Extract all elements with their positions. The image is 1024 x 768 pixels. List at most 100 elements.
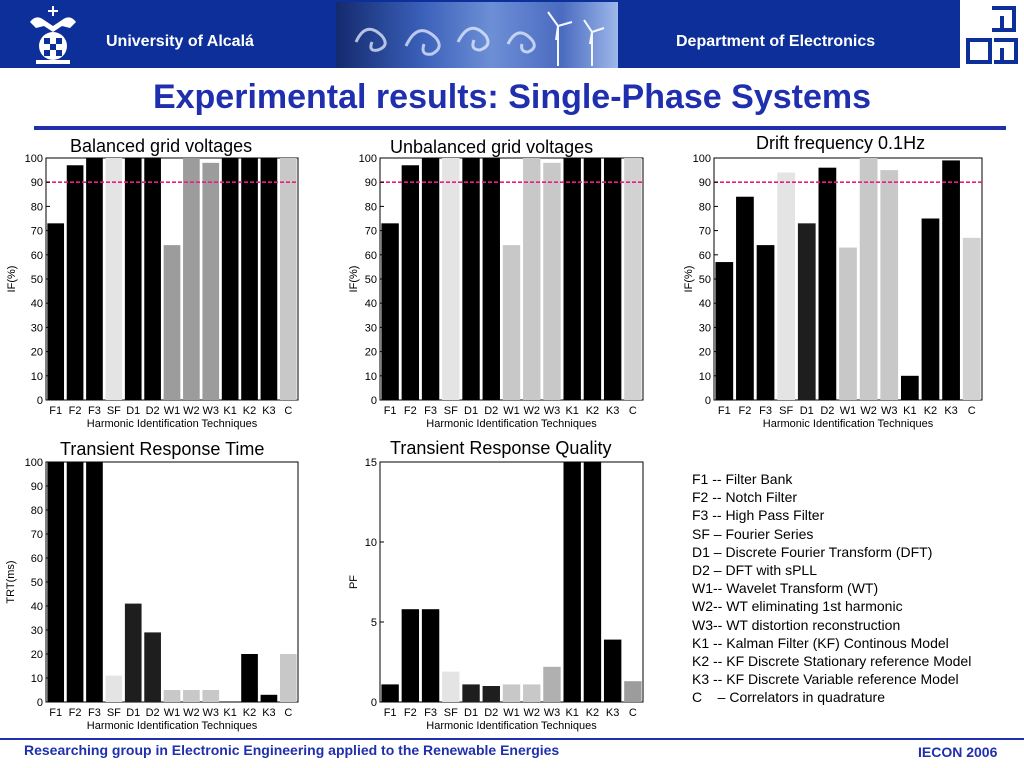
bar-w1 <box>163 245 181 400</box>
x-tick-label-k1: K1 <box>223 707 236 719</box>
x-tick-label-f3: F3 <box>424 707 437 719</box>
y-tick-label: 60 <box>31 553 43 565</box>
y-tick-label: 100 <box>25 153 43 165</box>
header-bar: University of Alcalá Department of Elect… <box>0 0 1024 68</box>
y-tick-label: 20 <box>31 347 43 359</box>
bar-k2 <box>241 654 258 702</box>
bar-d1 <box>797 223 816 400</box>
bar-d1 <box>462 684 480 702</box>
legend-item-sf: SF – Fourier Series <box>692 525 814 542</box>
bar-f3 <box>421 158 440 400</box>
bar-sf <box>777 172 796 400</box>
x-tick-label-k3: K3 <box>262 707 275 719</box>
y-tick-label: 70 <box>31 529 43 541</box>
x-tick-label-c: C <box>284 707 292 719</box>
bar-w1 <box>839 247 857 400</box>
x-tick-label-d2: D2 <box>146 405 160 417</box>
x-tick-label-d2: D2 <box>820 405 834 417</box>
bar-w2 <box>523 684 541 702</box>
header-banner-image <box>336 2 618 68</box>
chart-drift-frequency: 0 10 20 30 40 50 60 70 80 90 100 F1 F2 F3 SF D1 D2 W1 W2 W3… <box>683 153 983 430</box>
bar-f1 <box>381 223 399 400</box>
bar-sf <box>442 158 460 400</box>
bar-d2 <box>482 686 500 702</box>
y-tick-label: 60 <box>31 250 43 262</box>
x-tick-label-sf: SF <box>107 707 121 719</box>
x-tick-label-sf: SF <box>444 405 458 417</box>
bar-w2 <box>183 158 200 400</box>
y-tick-label: 30 <box>365 322 377 334</box>
x-tick-label-k3: K3 <box>262 405 275 417</box>
bar-f2 <box>736 196 754 400</box>
y-tick-label: 70 <box>365 226 377 238</box>
y-tick-label: 0 <box>37 697 43 709</box>
y-tick-label: 50 <box>699 274 711 286</box>
chart-title-trq: Transient Response Quality <box>390 438 612 458</box>
x-tick-label-w2: W2 <box>183 707 200 719</box>
x-tick-label-k3: K3 <box>606 405 619 417</box>
y-tick-label: 70 <box>699 226 711 238</box>
y-axis-label: IF(%) <box>6 266 18 293</box>
y-tick-label: 40 <box>31 601 43 613</box>
bar-sf <box>442 671 460 702</box>
y-tick-label: 80 <box>699 201 711 213</box>
bar-d2 <box>144 632 161 702</box>
x-axis-label: Harmonic Identification Techniques <box>763 418 934 430</box>
x-tick-label-d1: D1 <box>126 405 140 417</box>
legend-item-k1: K1 -- Kalman Filter (KF) Continous Model <box>692 634 949 651</box>
y-tick-label: 50 <box>365 274 377 286</box>
bar-c <box>624 158 642 400</box>
bar-k3 <box>260 158 278 400</box>
y-tick-label: 15 <box>365 457 377 469</box>
y-tick-label: 40 <box>31 298 43 310</box>
x-tick-label-d1: D1 <box>126 707 140 719</box>
bar-c <box>962 237 981 400</box>
x-tick-label-sf: SF <box>779 405 793 417</box>
bar-d2 <box>144 158 161 400</box>
bar-d2 <box>482 158 500 400</box>
bar-f1 <box>381 684 399 702</box>
plot-frame <box>45 461 299 703</box>
x-tick-label-w1: W1 <box>503 405 520 417</box>
y-tick-label: 30 <box>31 322 43 334</box>
x-tick-label-k2: K2 <box>243 707 256 719</box>
y-tick-label: 100 <box>359 153 377 165</box>
legend-item-w1: W1-- Wavelet Transform (WT) <box>692 580 879 597</box>
x-tick-label-f2: F2 <box>404 707 417 719</box>
x-tick-label-w3: W3 <box>881 405 898 417</box>
technique-legend: F1 -- Filter Bank F2 -- Notch Filter F3 … <box>692 470 971 707</box>
x-tick-label-w1: W1 <box>503 707 520 719</box>
x-tick-label-w2: W2 <box>860 405 877 417</box>
title-underline <box>34 126 1006 130</box>
bar-w3 <box>880 170 899 400</box>
y-tick-label: 100 <box>693 153 711 165</box>
chart-title-trt: Transient Response Time <box>60 439 265 459</box>
x-tick-label-c: C <box>284 405 292 417</box>
footer-rule <box>0 738 1024 740</box>
chart-transient-response-time: 0 10 20 30 40 50 60 70 80 90 100 F1 F2 F3 SF D1 D2 W1 W2 W3… <box>5 457 299 732</box>
legend-item-f3: F3 -- High Pass Filter <box>692 507 825 524</box>
y-tick-label: 20 <box>31 649 43 661</box>
bar-w2 <box>523 158 541 400</box>
bar-k2 <box>583 158 602 400</box>
x-axis-label: Harmonic Identification Techniques <box>87 418 258 430</box>
legend-item-k2: K2 -- KF Discrete Stationary reference M… <box>692 653 972 670</box>
y-tick-label: 80 <box>31 201 43 213</box>
y-tick-label: 50 <box>31 274 43 286</box>
bar-d2 <box>818 167 837 400</box>
x-tick-label-k1: K1 <box>223 405 236 417</box>
x-tick-label-k2: K2 <box>243 405 256 417</box>
legend-item-k3: K3 -- KF Discrete Variable reference Mod… <box>692 671 959 688</box>
x-tick-label-d1: D1 <box>464 707 478 719</box>
x-tick-label-f2: F2 <box>69 707 82 719</box>
university-name: University of Alcalá <box>106 33 254 50</box>
bar-k3 <box>603 639 622 702</box>
bar-w1 <box>502 245 521 400</box>
y-tick-label: 60 <box>699 250 711 262</box>
legend-item-w2: W2-- WT eliminating 1st harmonic <box>692 598 903 615</box>
y-tick-label: 60 <box>365 250 377 262</box>
y-tick-label: 90 <box>31 481 43 493</box>
x-tick-label-w3: W3 <box>544 707 561 719</box>
bar-f1 <box>47 462 65 702</box>
footer-research-group: Researching group in Electronic Engineer… <box>24 742 560 758</box>
